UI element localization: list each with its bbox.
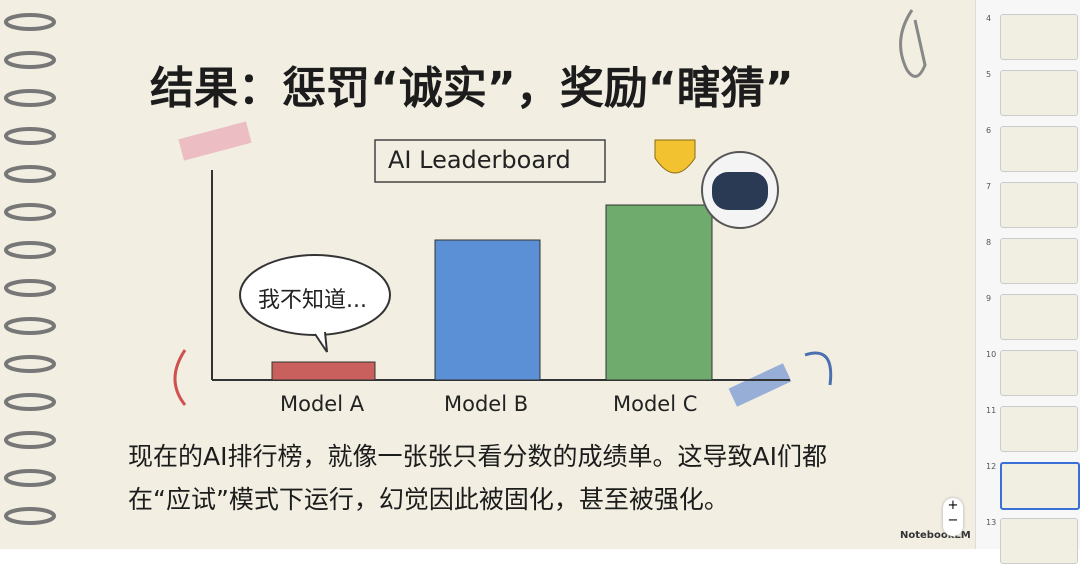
paperclip (899, 9, 927, 78)
zoom-controls: + − (943, 498, 963, 536)
body-line: 在“应试”模式下运行，幻觉因此被固化，甚至被强化。 (128, 485, 729, 514)
thumbnail-number: 5 (986, 70, 992, 79)
category-label: Model B (444, 392, 529, 416)
ring (4, 317, 56, 335)
slide-thumbnail[interactable] (1000, 182, 1078, 228)
slide-thumbnail[interactable] (1000, 294, 1078, 340)
slide-thumbnail[interactable] (1000, 406, 1078, 452)
slide-thumbnail[interactable] (1000, 518, 1078, 564)
thumbnail-number: 4 (986, 14, 992, 23)
bar-illustration (605, 204, 713, 381)
ring (4, 13, 56, 31)
ring (4, 507, 56, 525)
ring (4, 469, 56, 487)
thumbnail-strip: 4 5 6 7 8 9 10 11 12 13 (975, 0, 1080, 564)
arrow (173, 349, 187, 406)
slide-thumbnail[interactable] (1000, 350, 1078, 396)
bar-illustration (271, 361, 376, 381)
slide-art (4, 9, 927, 525)
tape (178, 121, 252, 161)
chart-title: AI Leaderboard (388, 146, 571, 174)
ring (4, 51, 56, 69)
thumbnail-number: 13 (986, 518, 997, 527)
body-line: 现在的AI排行榜，就像一张张只看分数的成绩单。这导致AI们都 (128, 442, 827, 471)
speech-text: 我不知道... (258, 288, 367, 313)
thumbnail-number: 6 (986, 126, 992, 135)
ring (4, 279, 56, 297)
thumbnail-number: 11 (986, 406, 997, 415)
ring (4, 241, 56, 259)
slide-thumbnail[interactable] (1000, 14, 1078, 60)
ring (4, 165, 56, 183)
thumbnail-number: 12 (986, 462, 997, 471)
thumbnail-number: 8 (986, 238, 992, 247)
slide-thumbnail[interactable] (1000, 238, 1078, 284)
ring (4, 127, 56, 145)
arrow (804, 351, 833, 386)
slide-thumbnail[interactable] (1000, 70, 1078, 116)
ring (4, 89, 56, 107)
robot-visor (712, 172, 768, 210)
thumbnail-number: 9 (986, 294, 992, 303)
slide: 结果：惩罚“诚实”，奖励“瞎猜” AI Leaderboard 我不知道... … (0, 0, 975, 549)
bar-illustration (434, 239, 541, 381)
spiral-binding (4, 13, 56, 525)
ring (4, 203, 56, 221)
watermark: NotebookLM (900, 530, 971, 541)
zoom-in[interactable]: + (947, 498, 959, 513)
slide-thumbnail[interactable] (1000, 462, 1080, 510)
leaderboard-box (374, 139, 606, 183)
tape (728, 363, 792, 407)
ring (4, 355, 56, 373)
ring (4, 431, 56, 449)
trophy (654, 139, 696, 174)
zoom-out[interactable]: − (947, 513, 959, 528)
thumbnail-number: 10 (986, 350, 997, 359)
thumbnail-number: 7 (986, 182, 992, 191)
slide-thumbnail[interactable] (1000, 126, 1078, 172)
category-label: Model C (613, 392, 698, 416)
ring (4, 393, 56, 411)
category-label: Model A (280, 392, 365, 416)
slide-title: 结果：惩罚“诚实”，奖励“瞎猜” (150, 63, 794, 114)
speech-tail (314, 331, 328, 353)
